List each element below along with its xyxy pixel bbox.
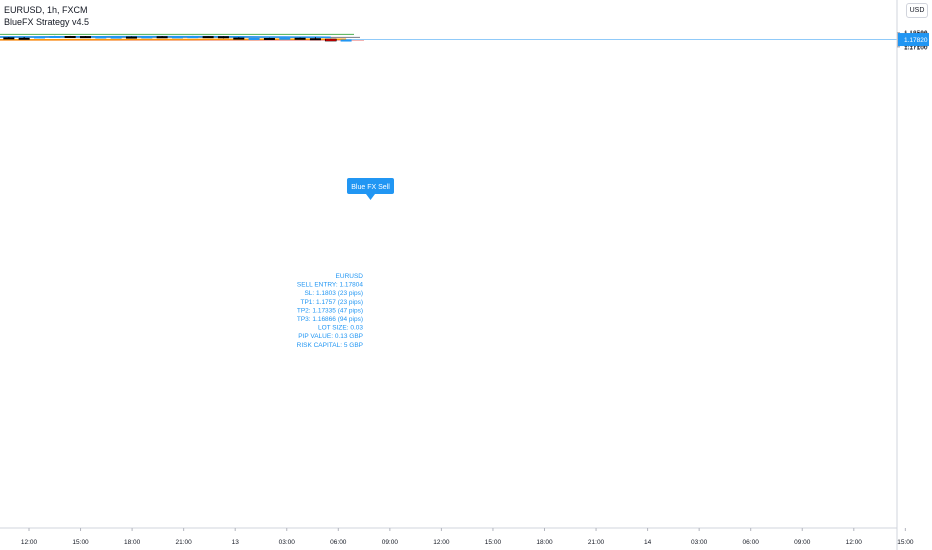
x-tick-label: 06:00 [743,539,760,546]
candle[interactable] [263,37,275,40]
candle-body [248,37,260,40]
y-tick-label: 1.17200 [904,43,928,50]
x-tick-label: 21:00 [588,539,605,546]
x-tick-label: 18:00 [124,539,141,546]
x-tick-label: 09:00 [382,539,399,546]
candle-body [110,36,122,39]
candle[interactable] [294,37,306,40]
x-tick-label: 13 [232,539,240,546]
trade-info-line: TP1: 1.1757 (23 pips) [300,299,363,306]
x-tick-label: 12:00 [433,539,450,546]
annotations: Blue FX Sell EURUSD SELL ENTRY: 1.17804SL:… [297,178,394,349]
candle[interactable] [187,35,199,39]
x-tick-label: 15:00 [485,539,502,546]
candle-body [263,37,275,40]
trade-info-line: EURUSD [336,273,364,280]
candle-body [279,37,291,40]
trade-info-line: TP2: 1.17335 (47 pips) [297,307,363,314]
x-tick-label: 03:00 [279,539,296,546]
candle[interactable] [18,36,30,40]
candle-body [18,37,30,40]
time-axis: 12:00 15:00 18:00 21:00 13 03:00 06:00 09:00 12:… [0,527,914,546]
candle[interactable] [279,37,291,40]
candle[interactable] [202,36,214,39]
candle-body [156,36,168,39]
x-tick-label: 09:00 [794,539,811,546]
currency-button[interactable]: USD [906,3,928,18]
candle[interactable] [95,36,107,39]
candle-body [79,36,91,39]
candle-body [33,36,45,39]
x-tick-label: 18:00 [536,539,553,546]
x-tick-label: 14 [644,539,652,546]
candle-body [64,36,76,39]
candle[interactable] [233,37,245,40]
candle[interactable] [110,36,122,39]
y-tick-label: 1.17100 [904,44,928,51]
candle-body [233,37,245,40]
candle[interactable] [49,35,61,39]
trade-info-line: PIP VALUE: 0.13 GBP [298,333,363,340]
x-tick-label: 21:00 [176,539,193,546]
candle[interactable] [64,35,76,39]
ema-slow-line [0,38,347,41]
candle[interactable] [141,36,153,39]
x-tick-label: 12:00 [846,539,863,546]
candle[interactable] [217,36,229,39]
candle-body [340,39,352,42]
x-tick-label: 15:00 [897,539,914,546]
trade-info-line: TP3: 1.16866 (94 pips) [297,316,363,323]
x-tick-label: 03:00 [691,539,708,546]
candle-body [217,36,229,39]
x-tick-label: 12:00 [21,539,38,546]
x-tick-label: 15:00 [72,539,89,546]
candle-body [187,36,199,39]
candle-body [95,36,107,39]
last-price-tag [898,33,929,47]
candle-body [125,36,137,39]
trade-info-line: SELL ENTRY: 1.17804 [297,282,364,289]
candle[interactable] [33,36,45,39]
candle-body [3,37,15,40]
symbol-title[interactable]: EURUSD, 1h, FXCM [4,5,88,15]
trade-info-line: RISK CAPITAL: 5 GBP [297,342,363,349]
price-axis: 1.185001.184001.183001.182001.181001.180… [896,0,929,550]
last-price-text: 1.17820 [904,37,928,44]
candles [3,35,352,42]
candle-body [171,36,183,39]
candle[interactable] [79,36,91,39]
candle-body [309,38,321,41]
signal-label-text: Blue FX Sell [351,184,390,191]
candle[interactable] [171,36,183,39]
candle[interactable] [324,38,337,42]
candle-body [324,38,337,42]
candle[interactable] [156,36,168,39]
candle-body [49,36,61,39]
candle[interactable] [3,37,15,40]
signal-label-pointer [366,194,375,200]
candle-body [141,36,153,39]
candle-body [202,36,214,39]
chart-legend: EURUSD, 1h, FXCM BlueFX Strategy v4.5 [4,4,89,28]
candle[interactable] [125,36,137,39]
candle-body [294,37,306,40]
signal-label-box[interactable] [347,178,394,194]
x-tick-label: 06:00 [330,539,347,546]
indicator-title[interactable]: BlueFX Strategy v4.5 [4,17,90,27]
candle[interactable] [309,37,321,41]
candle[interactable] [248,37,260,40]
trade-info-line: SL: 1.1803 (23 pips) [304,290,363,297]
trade-info-line: LOT SIZE: 0.03 [318,325,363,332]
candle[interactable] [340,39,352,42]
